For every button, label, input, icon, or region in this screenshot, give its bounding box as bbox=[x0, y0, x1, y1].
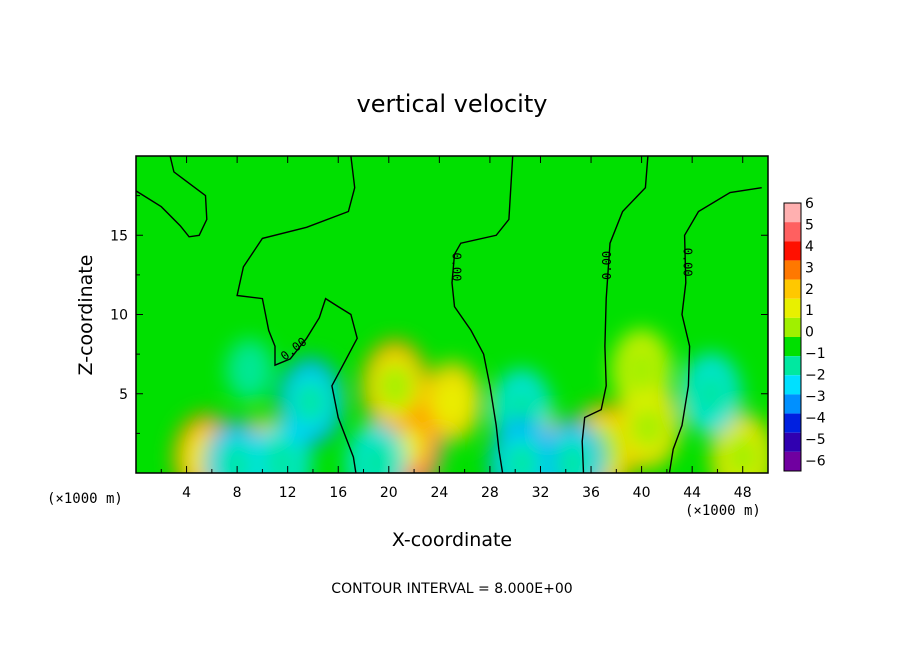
colorbar-tick-label: 1 bbox=[805, 303, 814, 319]
zero-contour-line bbox=[581, 156, 649, 473]
y-tick-label: 10 bbox=[110, 308, 128, 324]
x-axis-label: X-coordinate bbox=[392, 529, 512, 551]
colorbar-swatch bbox=[784, 356, 801, 376]
colorbar-swatch bbox=[784, 413, 801, 433]
field-blob bbox=[376, 362, 414, 409]
zero-contour-line bbox=[668, 187, 762, 473]
x-unit-right: (×1000 m) bbox=[685, 503, 761, 519]
field-blob bbox=[260, 437, 303, 473]
x-tick-label: 24 bbox=[430, 485, 448, 501]
x-unit-left: (×1000 m) bbox=[47, 491, 123, 507]
y-axis-label: Z-coordinate bbox=[75, 255, 97, 376]
colorbar-frame bbox=[783, 202, 802, 472]
x-axis: 4 8 12 16 20 24 28 32 36 40 44 48 bbox=[160, 156, 752, 501]
colorbar-tick-label: 3 bbox=[805, 260, 814, 276]
colorbar-tick-label: −1 bbox=[805, 346, 826, 362]
colorbar-swatch bbox=[784, 375, 801, 395]
colorbar-tick-label: 5 bbox=[805, 217, 814, 233]
colorbar-swatch bbox=[784, 394, 801, 414]
y-tick-label: 5 bbox=[119, 387, 128, 403]
x-tick-label: 40 bbox=[633, 485, 651, 501]
contour-label: 0.00 bbox=[600, 251, 614, 280]
colorbar-swatch bbox=[784, 222, 801, 242]
colorbar-swatch bbox=[784, 337, 801, 357]
colorbar-tick-label: −3 bbox=[805, 389, 826, 405]
x-tick-label: 8 bbox=[233, 485, 242, 501]
field-blob bbox=[226, 339, 274, 401]
colorbar-tick-label: 2 bbox=[805, 282, 814, 298]
x-tick-label: 4 bbox=[182, 485, 191, 501]
contour-interval-note: CONTOUR INTERVAL = 8.000E+00 bbox=[331, 581, 572, 597]
colorbar-swatch bbox=[784, 317, 801, 337]
colorbar-tick-label: 4 bbox=[805, 239, 814, 255]
x-tick-label: 36 bbox=[582, 485, 600, 501]
colorbar-swatch bbox=[784, 432, 801, 452]
colorbar-tick-label: 6 bbox=[805, 196, 814, 212]
zero-contour-line bbox=[236, 156, 358, 473]
velocity-field bbox=[173, 330, 768, 473]
colorbar-swatch bbox=[784, 298, 801, 318]
colorbar-tick-label: −4 bbox=[805, 410, 826, 426]
colorbar-tick-label: −5 bbox=[805, 432, 826, 448]
field-blob bbox=[290, 377, 330, 426]
x-tick-label: 32 bbox=[532, 485, 550, 501]
chart-title: vertical velocity bbox=[357, 90, 548, 118]
field-blob bbox=[355, 437, 397, 473]
zero-contour-line bbox=[451, 156, 514, 473]
colorbar-tick-label: −2 bbox=[805, 368, 826, 384]
colorbar-swatch bbox=[784, 279, 801, 299]
plot-area: 0.000.00 0.00 0.00 bbox=[135, 155, 769, 474]
colorbar: 6 5 4 3 2 1 0 −1 −2 −3 −4 −5 −6 bbox=[783, 196, 826, 472]
field-blob bbox=[502, 439, 542, 473]
colorbar-swatch bbox=[784, 451, 801, 471]
y-axis: 5 10 15 bbox=[110, 195, 768, 434]
colorbar-swatch bbox=[784, 203, 801, 223]
field-blob bbox=[723, 433, 763, 473]
colorbar-swatch bbox=[784, 260, 801, 280]
field-blob bbox=[552, 439, 592, 473]
field-blob bbox=[690, 367, 732, 420]
field-blob bbox=[217, 441, 257, 473]
field-blob bbox=[628, 401, 668, 450]
contour-label: 0.00 bbox=[449, 252, 463, 281]
contour-label: 0.00 bbox=[681, 248, 695, 277]
x-tick-label: 16 bbox=[329, 485, 347, 501]
field-blob bbox=[431, 375, 473, 428]
x-tick-label: 20 bbox=[380, 485, 398, 501]
colorbar-tick-label: 0 bbox=[805, 325, 814, 341]
x-tick-label: 12 bbox=[279, 485, 297, 501]
x-tick-label: 44 bbox=[683, 485, 701, 501]
x-tick-label: 48 bbox=[734, 485, 752, 501]
colorbar-swatch bbox=[784, 241, 801, 261]
field-blob bbox=[620, 343, 663, 396]
x-tick-label: 28 bbox=[481, 485, 499, 501]
colorbar-tick-label: −6 bbox=[805, 453, 826, 469]
zero-contour-line bbox=[136, 156, 208, 238]
y-tick-label: 15 bbox=[110, 228, 128, 244]
